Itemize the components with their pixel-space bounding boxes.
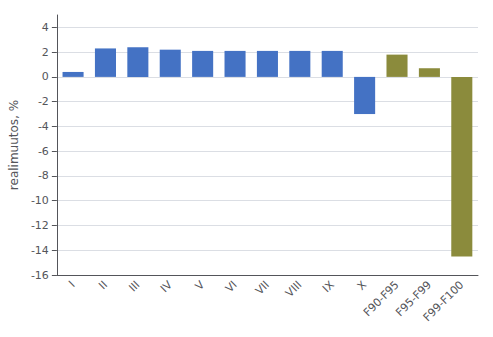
svg-text:-4: -4 <box>38 120 49 133</box>
svg-text:4: 4 <box>42 21 49 34</box>
svg-text:III: III <box>126 278 142 294</box>
svg-text:-8: -8 <box>38 169 49 182</box>
svg-text:-10: -10 <box>31 194 49 207</box>
svg-text:IX: IX <box>320 278 337 295</box>
svg-text:-14: -14 <box>31 244 49 257</box>
svg-text:-6: -6 <box>38 145 49 158</box>
svg-text:II: II <box>96 278 110 292</box>
svg-text:IV: IV <box>158 278 175 295</box>
svg-text:VII: VII <box>253 278 272 297</box>
svg-text:0: 0 <box>42 70 49 83</box>
svg-text:V: V <box>193 278 208 293</box>
svg-text:-16: -16 <box>31 269 49 282</box>
svg-text:X: X <box>355 278 370 293</box>
svg-text:F99-F100: F99-F100 <box>421 278 467 324</box>
svg-text:-2: -2 <box>38 95 49 108</box>
svg-text:VI: VI <box>223 278 240 295</box>
svg-text:I: I <box>66 278 77 289</box>
svg-text:-12: -12 <box>31 219 49 232</box>
svg-text:realimuutos, %: realimuutos, % <box>7 100 21 190</box>
svg-text:VIII: VIII <box>283 278 304 299</box>
svg-text:F90-F95: F90-F95 <box>360 278 402 320</box>
svg-text:F95-F99: F95-F99 <box>393 278 434 320</box>
svg-text:2: 2 <box>42 46 49 59</box>
